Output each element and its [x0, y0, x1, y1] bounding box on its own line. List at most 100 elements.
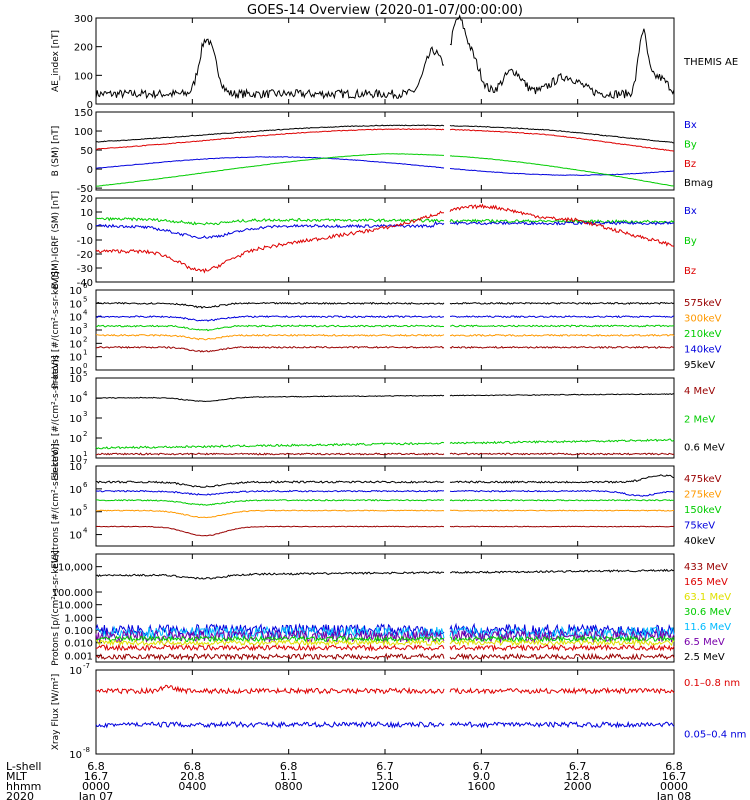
- proton-trace-3: [95, 333, 675, 341]
- x-axis-row-label: L-shell: [6, 760, 42, 773]
- legend-label: 95keV: [684, 360, 715, 371]
- y-axis-label: Protons [p/(cm²-s-sr-keV)]: [51, 550, 61, 666]
- x-axis-row-label: 2020: [6, 790, 34, 800]
- y-tick-label: -20: [77, 250, 93, 261]
- y-tick-label: -40: [77, 278, 93, 289]
- legend-label: 433 MeV: [684, 562, 728, 573]
- panel-frame: [95, 111, 675, 191]
- y-tick-label: 20: [80, 194, 93, 205]
- panel-frame: [95, 377, 675, 459]
- p25-trace: [95, 568, 675, 580]
- y-tick-label: 1.000: [64, 613, 93, 624]
- y-tick-exponent: -8: [83, 746, 90, 754]
- legend-label: THEMIS AE: [683, 57, 738, 68]
- bmag-trace: [95, 124, 675, 144]
- x-axis-value: 1.1: [280, 770, 298, 783]
- data-traces: [95, 301, 675, 353]
- electron-0p6-trace: [95, 393, 675, 403]
- y-axis-label: Electrons [#/(cm²-s-sr-keV)]: [51, 355, 61, 480]
- proton-band-trace-4: [96, 638, 675, 647]
- y-tick-label: 0.010: [64, 639, 93, 650]
- y-tick-exponent: 1: [83, 450, 87, 458]
- data-traces: [95, 203, 675, 274]
- x-axis-value: 6.7: [569, 760, 587, 773]
- y-axis-label: B (SM) [nT]: [51, 126, 61, 177]
- x-axis-value: 16.7: [662, 770, 687, 783]
- panel-frame: [95, 197, 675, 283]
- panel-frame: [95, 289, 675, 371]
- proton-trace-0: [95, 301, 675, 309]
- y-tick-label: -50: [77, 184, 93, 195]
- data-traces: [95, 393, 675, 456]
- x-axis-value: 0000: [660, 780, 688, 793]
- x-axis-value: 9.0: [473, 770, 491, 783]
- data-traces: [95, 474, 675, 537]
- legend-label: 165 MeV: [684, 577, 728, 588]
- y-tick-exponent: 5: [83, 504, 87, 512]
- e75-trace: [95, 489, 675, 497]
- y-tick-label: 50: [80, 146, 93, 157]
- electron-2mev-trace: [95, 438, 675, 450]
- y-tick-exponent: -7: [83, 662, 90, 670]
- legend-label: 0.1–0.8 nm: [684, 678, 740, 689]
- legend-label: 150keV: [684, 505, 722, 516]
- y-tick-exponent: 1: [83, 349, 87, 357]
- legend-label: 275keV: [684, 489, 722, 500]
- x-axis-value: 1600: [467, 780, 495, 793]
- proton-trace-1: [95, 315, 675, 322]
- y-tick-label: 0.001: [64, 651, 93, 662]
- x-axis-value: Jan 07: [78, 790, 113, 800]
- legend-label: 40keV: [684, 536, 715, 547]
- y-tick-label: -30: [77, 264, 93, 275]
- x-axis-value: 0000: [82, 780, 110, 793]
- x-axis-value: 1200: [371, 780, 399, 793]
- legend-label: 63.1 MeV: [684, 592, 731, 603]
- e275-trace: [95, 509, 675, 519]
- proton-trace-4: [95, 345, 675, 353]
- bx-trace: [96, 220, 675, 239]
- e475-trace: [95, 525, 675, 537]
- y-tick-label: 10: [69, 454, 82, 465]
- y-tick-label: 10: [69, 313, 82, 324]
- y-axis-label: B (SM)-IGRF (SM) [nT]: [51, 191, 61, 289]
- x-axis-value: 20.8: [180, 770, 205, 783]
- bx-trace: [96, 156, 675, 176]
- y-tick-label: 10: [69, 485, 82, 496]
- y-tick-label: 10: [69, 666, 82, 677]
- y-tick-label: -10: [77, 236, 93, 247]
- proton-band-trace-3: [95, 634, 675, 644]
- y-tick-label: 0.100: [64, 626, 93, 637]
- proton-trace-2: [95, 324, 675, 332]
- legend-label: 30.6 MeV: [684, 607, 731, 618]
- chart-panel-1: AE_index [nT] 0 100 200 300 THEMIS AE: [51, 14, 738, 111]
- y-tick-label: 10: [69, 353, 82, 364]
- y-axis-label: Electrons [#/(cm²-s-sr-keV)]: [51, 443, 61, 568]
- y-tick-label: 10: [69, 750, 82, 761]
- y-tick-exponent: 0: [83, 362, 87, 370]
- y-tick-label: 10: [69, 326, 82, 337]
- x-axis-value: 6.7: [376, 760, 394, 773]
- y-tick-label: 0: [87, 222, 93, 233]
- legend-label: 2 MeV: [684, 414, 715, 425]
- figure-title: GOES-14 Overview (2020-01-07/00:00:00): [247, 3, 523, 18]
- y-tick-exponent: 4: [83, 309, 88, 317]
- data-traces: [95, 684, 675, 729]
- legend-label: 210keV: [684, 329, 722, 340]
- x-axis-value: Jan 08: [656, 790, 691, 800]
- y-tick-label: 10: [80, 208, 93, 219]
- x-axis-value: 12.8: [565, 770, 590, 783]
- xray-short-trace: [95, 720, 675, 729]
- legend-label: By: [684, 236, 697, 247]
- chart-panel-3: B (SM)-IGRF (SM) [nT] -40 -30 -20 -10 0 10 20 Bx…: [51, 191, 697, 289]
- y-axis-label: AE_index [nT]: [51, 30, 61, 92]
- panel-frame: [95, 465, 675, 547]
- legend-label: 475keV: [684, 474, 722, 485]
- y-tick-label: 100.000: [52, 588, 93, 599]
- y-tick-label: 10: [69, 462, 82, 473]
- e150-trace: [96, 499, 675, 506]
- y-tick-exponent: 5: [83, 295, 87, 303]
- y-tick-label: 10: [69, 508, 82, 519]
